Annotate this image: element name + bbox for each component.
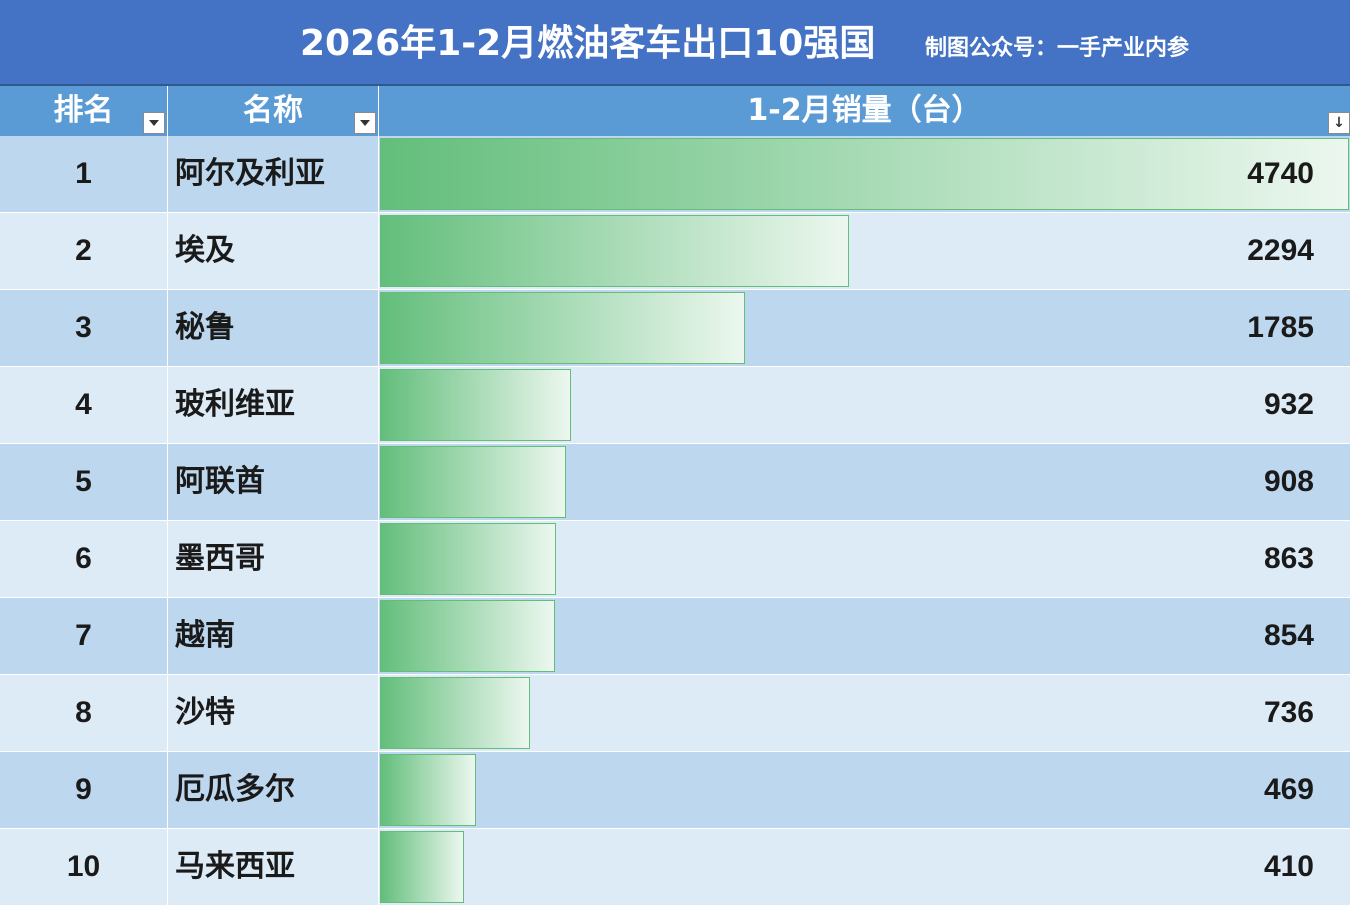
table-row: 10 马来西亚 410 (0, 829, 1350, 906)
sales-cell: 4740 (379, 136, 1350, 212)
table-row: 1 阿尔及利亚 4740 (0, 136, 1350, 213)
country-name-cell: 埃及 (168, 213, 379, 289)
rank-cell: 6 (0, 521, 168, 597)
sales-value-label: 469 (1263, 773, 1314, 806)
data-bar (380, 292, 745, 364)
table-row: 3 秘鲁 1785 (0, 290, 1350, 367)
data-bar (380, 754, 476, 826)
country-name-cell: 阿联酋 (168, 444, 379, 520)
table-row: 8 沙特 736 (0, 675, 1350, 752)
country-name-cell: 厄瓜多尔 (168, 752, 379, 828)
table-row: 5 阿联酋 908 (0, 444, 1350, 521)
data-bar (380, 677, 530, 749)
data-bar (380, 138, 1349, 210)
country-name-cell: 阿尔及利亚 (168, 136, 379, 212)
sales-value-label: 908 (1263, 465, 1314, 498)
sales-cell: 854 (379, 598, 1350, 674)
data-bar (380, 600, 555, 672)
column-header-name: 名称 (168, 86, 379, 136)
sales-cell: 2294 (379, 213, 1350, 289)
column-header-rank-label: 排名 (53, 93, 114, 128)
table-body: 1 阿尔及利亚 4740 2 埃及 2294 3 秘鲁 1785 4 玻利维亚 932 5 阿联酋 908 6… (0, 136, 1350, 906)
sales-value-label: 2294 (1247, 234, 1314, 267)
rank-cell: 2 (0, 213, 168, 289)
rank-cell: 7 (0, 598, 168, 674)
sales-cell: 736 (379, 675, 1350, 751)
country-name-cell: 沙特 (168, 675, 379, 751)
rank-cell: 3 (0, 290, 168, 366)
data-bar (380, 523, 556, 595)
title-bar: 2026年1-2月燃油客车出口10强国 制图公众号：一手产业内参 (0, 0, 1350, 84)
sales-cell: 1785 (379, 290, 1350, 366)
table-row: 2 埃及 2294 (0, 213, 1350, 290)
sales-cell: 932 (379, 367, 1350, 443)
column-header-sales: 1-2月销量（台） ↓ (379, 86, 1350, 136)
sales-value-label: 863 (1263, 542, 1314, 575)
sales-value-label: 736 (1263, 696, 1314, 729)
filter-dropdown-icon[interactable] (143, 112, 165, 134)
sales-value-label: 4740 (1247, 157, 1314, 190)
table-row: 4 玻利维亚 932 (0, 367, 1350, 444)
data-bar (380, 831, 464, 903)
sales-cell: 469 (379, 752, 1350, 828)
chart-title: 2026年1-2月燃油客车出口10强国 (300, 23, 876, 64)
sales-cell: 908 (379, 444, 1350, 520)
sales-value-label: 854 (1263, 619, 1314, 652)
column-header-sales-label: 1-2月销量（台） (747, 93, 982, 128)
column-header-name-label: 名称 (243, 93, 303, 128)
data-bar (380, 215, 849, 287)
rank-cell: 4 (0, 367, 168, 443)
sales-value-label: 932 (1263, 388, 1314, 421)
sales-cell: 863 (379, 521, 1350, 597)
data-bar (380, 369, 571, 441)
country-name-cell: 越南 (168, 598, 379, 674)
rank-cell: 5 (0, 444, 168, 520)
rank-cell: 8 (0, 675, 168, 751)
country-name-cell: 秘鲁 (168, 290, 379, 366)
country-name-cell: 玻利维亚 (168, 367, 379, 443)
rank-cell: 9 (0, 752, 168, 828)
rank-cell: 1 (0, 136, 168, 212)
table-row: 7 越南 854 (0, 598, 1350, 675)
table-row: 6 墨西哥 863 (0, 521, 1350, 598)
rank-cell: 10 (0, 829, 168, 905)
sort-descending-filter-icon[interactable]: ↓ (1328, 112, 1350, 134)
table-row: 9 厄瓜多尔 469 (0, 752, 1350, 829)
country-name-cell: 马来西亚 (168, 829, 379, 905)
table-header: 排名 名称 1-2月销量（台） ↓ (0, 84, 1350, 136)
sales-cell: 410 (379, 829, 1350, 905)
country-name-cell: 墨西哥 (168, 521, 379, 597)
data-bar (380, 446, 566, 518)
sales-value-label: 410 (1263, 850, 1314, 883)
chart-source-credit: 制图公众号：一手产业内参 (925, 36, 1190, 61)
filter-dropdown-icon[interactable] (354, 112, 376, 134)
column-header-rank: 排名 (0, 86, 168, 136)
sales-value-label: 1785 (1247, 311, 1314, 344)
